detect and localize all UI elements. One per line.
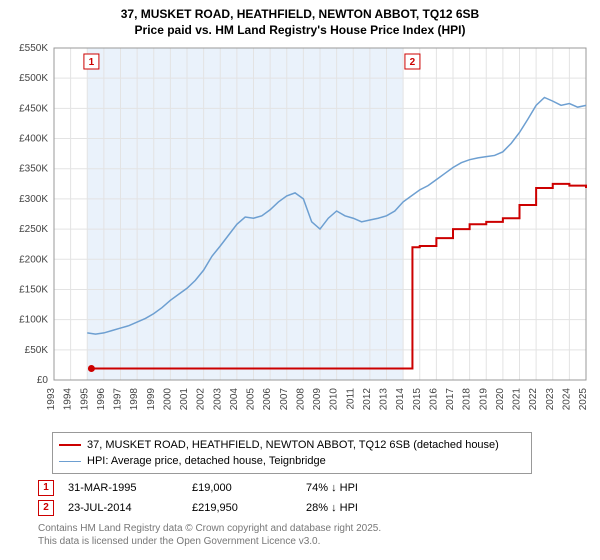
x-tick-label: 2013 [379,388,390,411]
marker-badge: 2 [38,500,54,516]
marker-date: 23-JUL-2014 [68,502,178,514]
y-tick-label: £150K [19,285,48,296]
marker-date: 31-MAR-1995 [68,482,178,494]
legend-item: 37, MUSKET ROAD, HEATHFIELD, NEWTON ABBO… [59,437,525,453]
x-tick-label: 2007 [279,388,290,411]
x-tick-label: 2021 [512,388,523,411]
legend-swatch [59,444,81,446]
line-chart-svg: £0 £50K £100K £150K £200K £250K £300K £350K £400… [8,42,592,426]
marker-row: 2 23-JUL-2014 £219,950 28% ↓ HPI [38,498,584,518]
x-tick-label: 2017 [445,388,456,411]
x-tick-label: 2020 [495,388,506,411]
chart-marker-label: 2 [410,57,416,68]
title-line1: 37, MUSKET ROAD, HEATHFIELD, NEWTON ABBO… [8,6,592,22]
chart-title: 37, MUSKET ROAD, HEATHFIELD, NEWTON ABBO… [8,6,592,38]
x-tick-label: 2012 [362,388,373,411]
marker-badge: 1 [38,480,54,496]
x-tick-label: 1995 [79,388,90,411]
marker-hpi: 74% ↓ HPI [306,482,426,494]
x-tick-label: 2004 [229,388,240,411]
chart-area: £0 £50K £100K £150K £200K £250K £300K £350K £400… [8,42,592,426]
x-tick-label: 1993 [46,388,57,411]
marker-table: 1 31-MAR-1995 £19,000 74% ↓ HPI 2 23-JUL… [38,478,584,518]
legend: 37, MUSKET ROAD, HEATHFIELD, NEWTON ABBO… [52,432,532,474]
marker-hpi: 28% ↓ HPI [306,502,426,514]
y-tick-label: £350K [19,164,48,175]
y-tick-label: £200K [19,255,48,266]
legend-swatch [59,461,81,463]
x-tick-label: 1994 [63,388,74,411]
y-tick-label: £300K [19,194,48,205]
x-tick-label: 2000 [162,388,173,411]
marker-row: 1 31-MAR-1995 £19,000 74% ↓ HPI [38,478,584,498]
title-line2: Price paid vs. HM Land Registry's House … [8,22,592,38]
legend-label: 37, MUSKET ROAD, HEATHFIELD, NEWTON ABBO… [87,439,499,451]
y-tick-label: £450K [19,104,48,115]
y-tick-label: £0 [37,375,49,386]
y-tick-label: £500K [19,74,48,85]
chart-marker-label: 1 [89,57,95,68]
legend-label: HPI: Average price, detached house, Teig… [87,455,326,467]
x-tick-label: 2010 [329,388,340,411]
x-tick-label: 1997 [113,388,124,411]
x-tick-label: 1999 [146,388,157,411]
legend-item: HPI: Average price, detached house, Teig… [59,453,525,469]
x-tick-label: 2019 [478,388,489,411]
x-tick-label: 2022 [528,388,539,411]
x-tick-label: 2025 [578,388,589,411]
x-tick-label: 2005 [246,388,257,411]
y-tick-label: £50K [25,345,49,356]
x-tick-label: 2008 [295,388,306,411]
x-tick-label: 2023 [545,388,556,411]
x-tick-label: 1996 [96,388,107,411]
y-tick-label: £250K [19,224,48,235]
x-tick-label: 1998 [129,388,140,411]
marker-price: £19,000 [192,482,292,494]
x-tick-label: 2006 [262,388,273,411]
x-tick-label: 2024 [561,388,572,411]
y-tick-label: £550K [19,43,48,54]
marker-price: £219,950 [192,502,292,514]
x-tick-label: 2018 [462,388,473,411]
attribution-line: This data is licensed under the Open Gov… [38,535,584,548]
x-tick-label: 2011 [345,388,356,410]
x-tick-label: 2003 [212,388,223,411]
x-tick-label: 2015 [412,388,423,411]
attribution-line: Contains HM Land Registry data © Crown c… [38,522,584,535]
x-tick-label: 2001 [179,388,190,411]
y-tick-label: £400K [19,134,48,145]
x-tick-label: 2014 [395,388,406,411]
attribution: Contains HM Land Registry data © Crown c… [38,522,584,548]
x-tick-label: 2002 [196,388,207,411]
y-tick-label: £100K [19,315,48,326]
x-tick-label: 2009 [312,388,323,411]
x-tick-label: 2016 [428,388,439,411]
